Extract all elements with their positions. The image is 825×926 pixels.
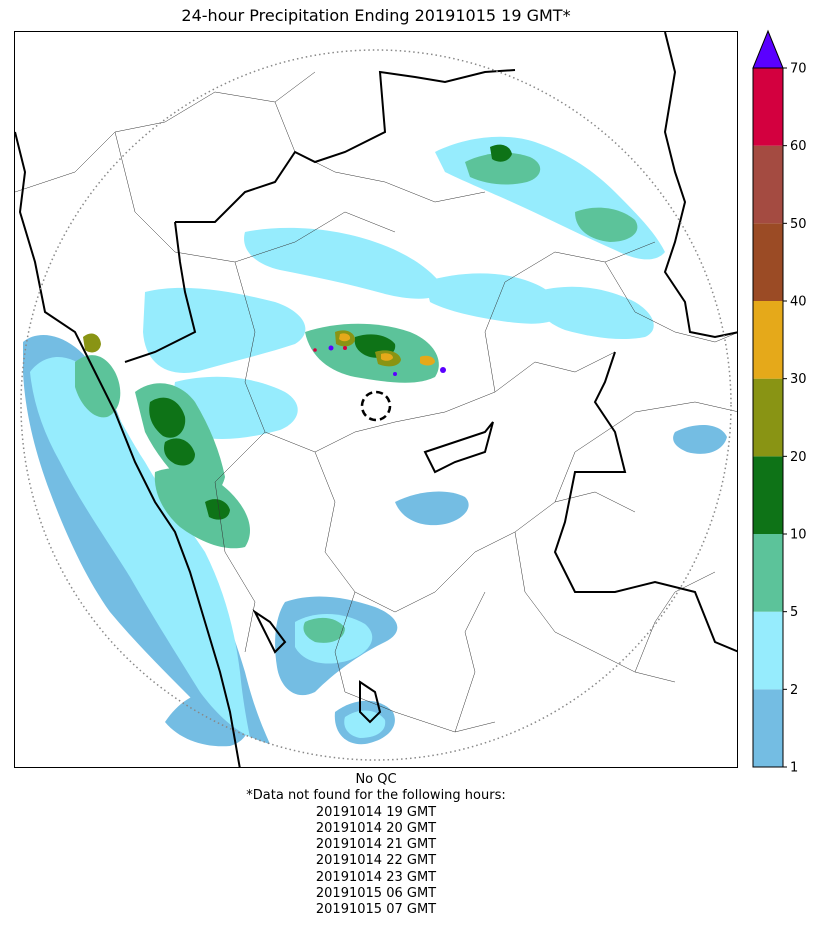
missing-hour: 20191015 07 GMT (315, 902, 437, 918)
colorbar-tick-label: 30 (790, 372, 807, 387)
colorbar-tick-label: 60 (790, 139, 807, 154)
colorbar-segment (753, 145, 783, 224)
footnote: No QC *Data not found for the following … (14, 772, 738, 919)
colorbar-tick-label: 10 (790, 528, 807, 543)
map-title: 24-hour Precipitation Ending 20191015 19… (181, 6, 571, 25)
colorbar-segment (753, 534, 783, 612)
colorbar: 1 2 5 10 20 30 40 50 60 70 (740, 28, 825, 776)
colorbar-tick-label: 1 (790, 761, 798, 774)
colorbar-tick-label: 40 (790, 295, 807, 310)
qc-note: No QC (355, 772, 397, 787)
colorbar-segment (753, 611, 783, 690)
colorbar-tick-label: 50 (790, 217, 807, 232)
colorbar-segment (753, 456, 783, 534)
district-boundaries (15, 71, 737, 733)
missing-hour: 20191014 22 GMT (315, 853, 437, 869)
state-boundaries (15, 32, 737, 767)
colorbar-svg: 1 2 5 10 20 30 40 50 60 70 (752, 29, 807, 776)
missing-hour: 20191014 23 GMT (315, 869, 437, 885)
colorbar-tick-label: 70 (790, 62, 807, 77)
colorbar-tick-label: 5 (790, 605, 798, 620)
precip-layer-extreme (328, 345, 446, 376)
colorbar-segment (753, 223, 783, 301)
colorbar-tick-label: 2 (790, 683, 798, 698)
colorbar-segment (753, 68, 783, 146)
colorbar-segment (753, 689, 783, 767)
colorbar-extend-triangle (752, 29, 784, 69)
missing-hour: 20191014 19 GMT (315, 804, 437, 820)
radar-site-marker (360, 390, 392, 422)
missing-data-header: *Data not found for the following hours: (246, 788, 506, 804)
missing-hour: 20191015 06 GMT (315, 886, 437, 902)
colorbar-tick-label: 20 (790, 450, 807, 465)
map-canvas (15, 32, 737, 767)
radar-map[interactable] (14, 31, 738, 768)
colorbar-outline (752, 67, 784, 768)
missing-hour: 20191014 20 GMT (315, 820, 437, 836)
precip-layer-60-70 (313, 346, 347, 352)
missing-hour: 20191014 21 GMT (315, 837, 437, 853)
precip-layer-30-40 (339, 333, 435, 366)
radar-range-ring (20, 49, 732, 761)
colorbar-segment (753, 378, 783, 457)
colorbar-segment (753, 301, 783, 379)
